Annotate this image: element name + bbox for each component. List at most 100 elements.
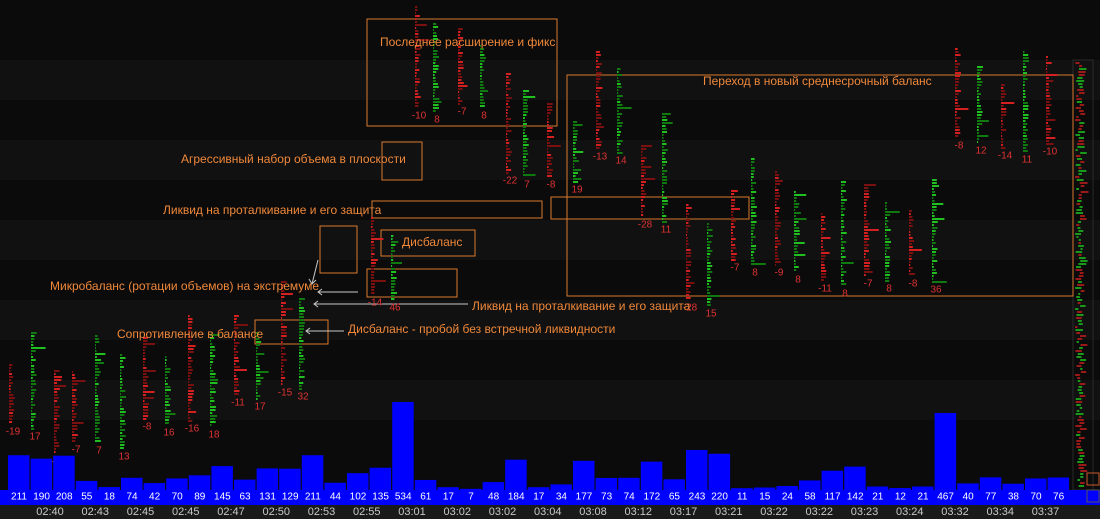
- cluster-level: [977, 138, 980, 140]
- tool-icon[interactable]: [1086, 472, 1100, 486]
- cluster-level: [54, 397, 59, 399]
- cluster-level: [371, 292, 375, 294]
- panel-level: [1076, 101, 1083, 103]
- cluster-level: [281, 287, 283, 289]
- cluster-level: [95, 431, 99, 433]
- cluster-level: [1001, 102, 1015, 104]
- cluster-level: [480, 99, 484, 101]
- cluster-level: [751, 230, 754, 232]
- cluster-level: [299, 373, 301, 375]
- cluster-level: [234, 384, 239, 386]
- cluster-level: [885, 244, 889, 246]
- cluster-level: [932, 254, 936, 256]
- cluster-level: [731, 190, 738, 192]
- cluster-level: [9, 364, 13, 366]
- cluster-level: [31, 410, 33, 412]
- time-label: 03:08: [579, 506, 607, 518]
- cluster-level: [1001, 87, 1004, 89]
- cluster-level: [188, 402, 191, 404]
- cluster-level: [1023, 150, 1028, 152]
- cluster-level: [281, 329, 286, 331]
- tool-icon[interactable]: [1086, 489, 1100, 503]
- cluster-level: [707, 298, 712, 300]
- volume-label: 74: [624, 492, 636, 503]
- cluster-level: [299, 322, 305, 324]
- cluster-level: [188, 396, 193, 398]
- panel-level: [1076, 410, 1080, 412]
- cluster-level: [617, 131, 621, 133]
- cluster-level: [9, 418, 13, 420]
- cluster-level: [188, 411, 197, 413]
- cluster-level: [9, 400, 13, 402]
- cluster-level: [210, 361, 214, 363]
- cluster-level: [95, 377, 98, 379]
- cluster-level: [841, 238, 843, 240]
- cluster-level: [523, 108, 528, 110]
- cluster-level: [932, 269, 936, 271]
- cluster-level: [415, 90, 418, 92]
- cluster-level: [617, 128, 619, 130]
- cluster-level: [143, 412, 148, 414]
- cluster-level: [120, 441, 125, 443]
- cluster-level: [54, 415, 60, 417]
- cluster-level: [821, 255, 826, 257]
- cluster-level: [1046, 110, 1050, 112]
- cluster-level: [523, 117, 525, 119]
- cluster-level: [480, 93, 483, 95]
- cluster-level: [391, 286, 395, 288]
- cluster-level: [165, 392, 167, 394]
- cluster-level: [1023, 129, 1028, 131]
- cluster-level: [371, 226, 373, 228]
- delta-label: 17: [254, 402, 266, 413]
- volume-bar: [799, 480, 821, 490]
- cluster-level: [932, 212, 934, 214]
- cluster-level: [480, 54, 485, 56]
- cluster-level: [143, 394, 146, 396]
- cluster-level: [433, 83, 438, 85]
- cluster-level: [596, 105, 601, 107]
- panel-level: [1075, 398, 1082, 400]
- cluster-level: [1046, 71, 1048, 73]
- cluster-level: [864, 214, 867, 216]
- volume-label: 7: [468, 492, 474, 503]
- cluster-level: [299, 358, 306, 360]
- cluster-level: [707, 241, 712, 243]
- cluster-level: [371, 235, 375, 237]
- cluster-level: [932, 188, 934, 190]
- cluster-level: [686, 258, 688, 260]
- cluster-level: [751, 161, 755, 163]
- cluster-level: [95, 383, 99, 385]
- cluster-level: [707, 265, 713, 267]
- cluster-level: [841, 253, 843, 255]
- cluster-level: [256, 332, 259, 334]
- cluster-level: [751, 251, 755, 253]
- cluster-level: [885, 259, 891, 261]
- cluster-level: [885, 253, 887, 255]
- panel-level: [1078, 131, 1085, 133]
- volume-label: 177: [576, 492, 593, 503]
- cluster-level: [909, 213, 911, 215]
- cluster-level: [573, 148, 577, 150]
- cluster-level: [506, 115, 508, 117]
- cluster-level: [794, 254, 806, 256]
- volume-label: 129: [282, 492, 299, 503]
- delta-label: 11: [1022, 155, 1033, 166]
- cluster-level: [234, 369, 247, 371]
- cluster-level: [95, 386, 97, 388]
- cluster-level: [1001, 99, 1003, 101]
- cluster-level: [955, 123, 958, 125]
- cluster-level: [523, 96, 536, 98]
- cluster-level: [1023, 93, 1026, 95]
- cluster-level: [523, 120, 526, 122]
- cluster-level: [617, 113, 623, 115]
- cluster-level: [596, 75, 601, 77]
- cluster-level: [977, 108, 982, 110]
- cluster-level: [299, 349, 304, 351]
- cluster-level: [751, 203, 755, 205]
- cluster-level: [165, 413, 176, 415]
- cluster-level: [547, 112, 551, 114]
- cluster-level: [95, 344, 97, 346]
- delta-label: 32: [297, 392, 309, 403]
- cluster-level: [547, 157, 553, 159]
- panel-level: [1080, 371, 1087, 373]
